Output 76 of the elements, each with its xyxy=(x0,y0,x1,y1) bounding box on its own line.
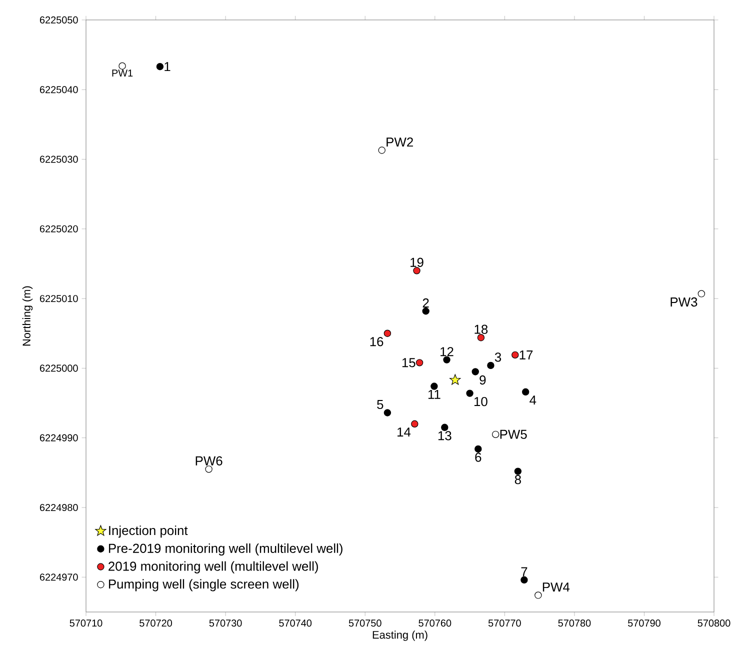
point xyxy=(205,466,212,473)
annotation: 4 xyxy=(530,396,536,405)
annotation: 14 xyxy=(398,428,411,437)
annotation: 17 xyxy=(520,350,533,360)
annotation: PW3 xyxy=(670,297,698,307)
point xyxy=(411,420,418,428)
annotation: 19 xyxy=(410,258,424,267)
point xyxy=(416,359,424,366)
point xyxy=(118,62,126,70)
y-tick-label: 6225010 xyxy=(40,295,78,302)
annotation: 10 xyxy=(474,396,488,406)
y-tick-label: 6225050 xyxy=(40,16,78,24)
annotation: 9 xyxy=(480,375,486,385)
point xyxy=(492,430,500,438)
point xyxy=(520,576,528,584)
x-tick-label: 570730 xyxy=(209,620,242,627)
annotation: 11 xyxy=(428,390,440,399)
annotation: 2 xyxy=(422,298,429,308)
point xyxy=(384,330,392,337)
x-axis-title: Easting (m) xyxy=(372,630,428,641)
x-tick-label: 570770 xyxy=(488,620,521,627)
annotation: 6 xyxy=(475,452,482,462)
y-tick-label: 6225040 xyxy=(40,86,78,94)
point xyxy=(474,445,482,453)
x-tick-label: 570710 xyxy=(70,620,102,627)
point xyxy=(514,468,522,475)
point xyxy=(443,356,450,364)
x-tick-label: 570740 xyxy=(279,620,312,627)
legend-label: Injection point xyxy=(109,526,188,538)
x-tick-label: 570780 xyxy=(558,620,591,627)
point xyxy=(698,290,706,298)
y-tick-label: 6224980 xyxy=(40,504,78,512)
annotation: 1 xyxy=(164,62,170,72)
annotation: 18 xyxy=(474,324,488,334)
annotation: 16 xyxy=(370,337,384,346)
x-tick-label: 570750 xyxy=(348,620,382,627)
annotation: PW6 xyxy=(196,456,222,466)
annotation: 15 xyxy=(402,358,416,368)
annotation: PW2 xyxy=(386,137,413,147)
point xyxy=(413,267,420,274)
point xyxy=(466,390,474,397)
y-tick-label: 6225000 xyxy=(40,364,78,372)
annotation: 5 xyxy=(377,400,384,410)
x-tick-label: 570790 xyxy=(628,620,660,627)
legend-label: 2019 monitoring well (multilevel well) xyxy=(108,561,318,574)
y-tick-label: 6225030 xyxy=(40,156,78,163)
point xyxy=(441,424,448,432)
x-tick-label: 570720 xyxy=(140,620,172,627)
legend-label: Pre-2019 monitoring well (multilevel well) xyxy=(108,543,342,556)
y-tick-label: 6224970 xyxy=(40,574,78,581)
point xyxy=(534,592,542,599)
annotation: 8 xyxy=(514,474,521,484)
point xyxy=(472,368,479,376)
point xyxy=(430,382,438,390)
point xyxy=(378,146,386,154)
point xyxy=(384,409,392,416)
legend-label: Pumping well (single screen well) xyxy=(108,579,299,592)
annotation: 3 xyxy=(494,352,502,362)
point xyxy=(477,334,485,342)
point xyxy=(487,362,494,370)
x-tick-label: 570760 xyxy=(418,620,452,627)
annotation: 7 xyxy=(521,567,528,576)
annotation: PW1 xyxy=(112,70,133,77)
y-axis-title: Northing (m) xyxy=(22,286,33,346)
x-tick-label: 570800 xyxy=(698,620,730,627)
annotation: 12 xyxy=(440,347,454,356)
annotation: PW4 xyxy=(542,582,570,592)
annotation: 13 xyxy=(438,431,452,440)
annotation: PW5 xyxy=(500,430,527,439)
y-tick-label: 6225020 xyxy=(40,225,78,232)
point xyxy=(522,388,530,396)
y-tick-label: 6224990 xyxy=(40,434,78,442)
point xyxy=(450,374,461,385)
point xyxy=(422,308,430,315)
point xyxy=(156,63,164,70)
point xyxy=(512,351,519,359)
